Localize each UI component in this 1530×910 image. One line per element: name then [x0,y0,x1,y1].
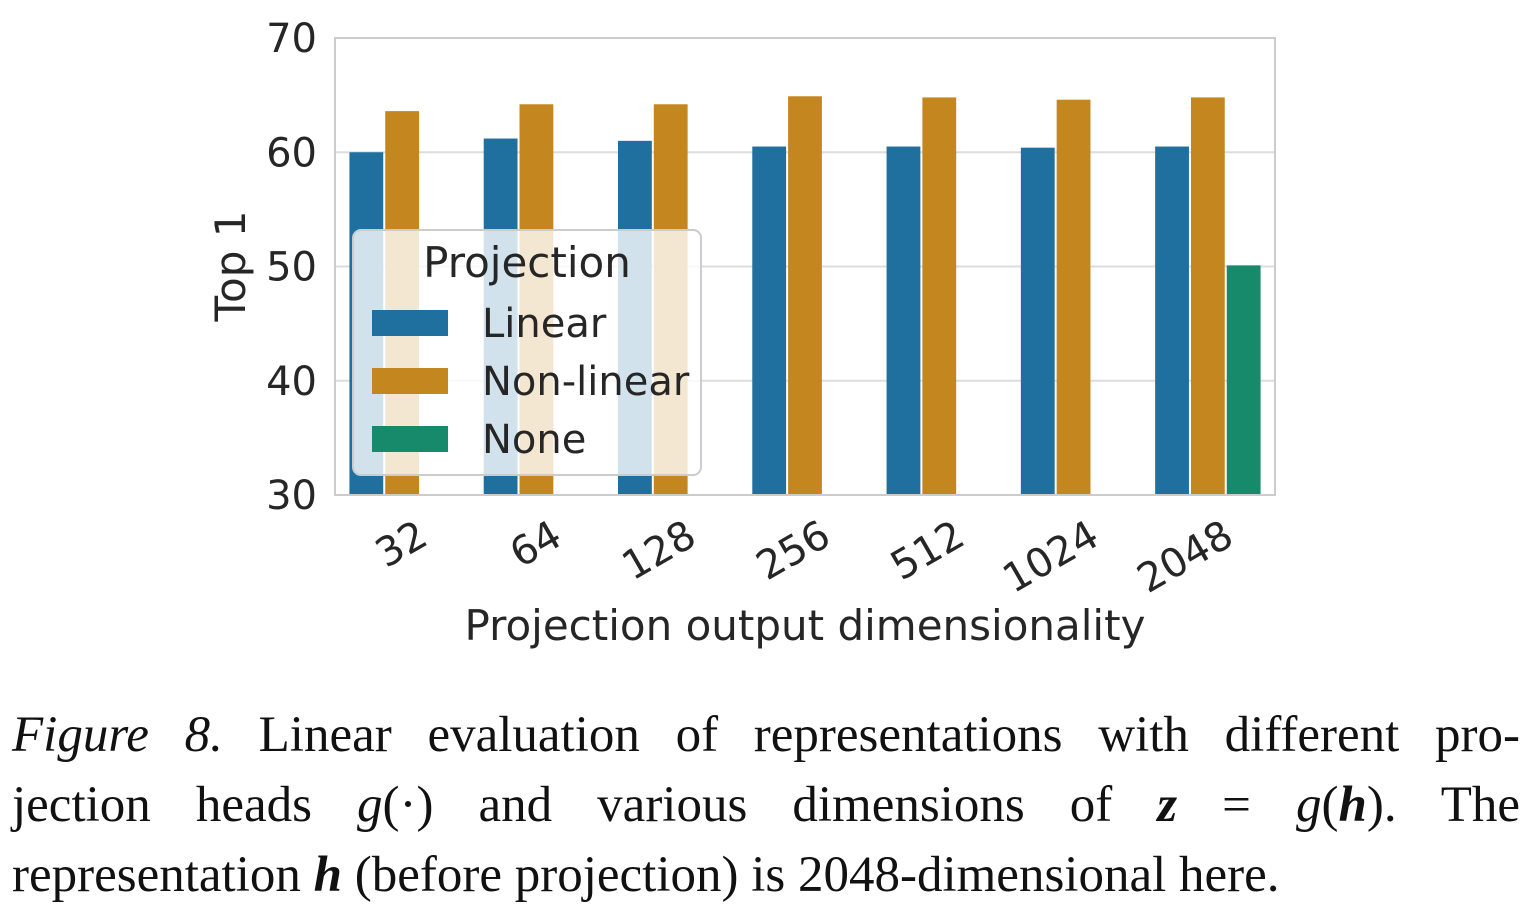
x-tick-label: 64 [502,512,569,577]
caption-line2-a: jection heads [12,777,357,833]
bar-linear-1024 [1020,147,1055,495]
x-tick-label: 128 [615,512,704,590]
bar-non-linear-1024 [1056,99,1091,495]
legend-items: Linear Non-linear None [372,301,690,463]
legend-label: Linear [482,301,607,347]
y-tick-label: 70 [266,16,317,62]
math-z: z [1157,777,1178,833]
legend-label: None [482,417,586,463]
caption-line2-c: ). The [1366,777,1521,833]
plot-frame [334,37,1276,496]
y-tick-label: 60 [266,130,317,176]
bar-linear-2048 [1155,146,1189,495]
bar-non-linear-256 [788,96,822,495]
x-tick-labels: 32 64 128 256 512 1024 2048 [368,512,1241,603]
legend: Projection Linear Non-linear None [352,229,702,476]
x-tick-label: 512 [883,512,972,590]
legend-label: Non-linear [482,359,690,405]
y-tick-label: 30 [266,473,317,519]
legend-swatch [372,310,448,336]
x-tick-label: 2048 [1130,512,1241,603]
caption-line-3: representation h (before projection) is … [12,840,1520,910]
bar-linear-512 [886,146,921,495]
x-tick-label: 1024 [995,512,1106,603]
y-tick-label: 40 [266,359,317,405]
figure-label: Figure 8. [12,707,223,763]
legend-swatch [372,368,448,394]
x-tick-label: 256 [749,512,838,590]
legend-swatch [372,426,448,452]
math-equals: = [1177,777,1296,833]
bar-linear-256 [752,146,787,495]
math-paren-open: ( [1321,777,1339,833]
math-g2: g [1296,777,1322,833]
x-axis-label: Projection output dimensionality [465,601,1146,650]
legend-box [352,229,702,476]
math-h2: h [313,847,342,903]
caption-line3-b: (before projection) is 2048-dimensional … [342,847,1280,903]
caption-line-2: jection heads g(·) and various dimension… [12,770,1520,840]
legend-title: Projection [423,238,631,287]
math-h: h [1338,777,1367,833]
caption-line2-b: (·) and various dimensions of [382,777,1158,833]
math-g: g [357,777,383,833]
bar-non-linear-2048 [1190,97,1225,495]
bar-none-2048 [1226,265,1261,495]
figure-caption: Figure 8. Linear evaluation of represent… [12,700,1520,910]
bar-chart: 30 40 50 60 70 32 64 128 256 512 1024 2048 Top 1 P… [206,16,1276,650]
x-tick-label: 32 [368,512,435,577]
bar-non-linear-512 [922,97,957,495]
y-axis-label: Top 1 [206,211,255,323]
caption-line3-a: representation [12,847,314,903]
y-tick-labels: 30 40 50 60 70 [266,16,317,519]
caption-line-1: Figure 8. Linear evaluation of represent… [12,700,1520,770]
y-tick-label: 50 [266,245,317,291]
caption-line1-text: Linear evaluation of representations wit… [222,707,1520,763]
